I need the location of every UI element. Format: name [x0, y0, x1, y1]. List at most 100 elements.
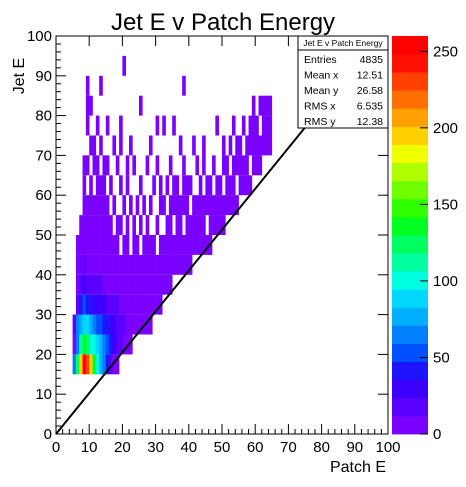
heatmap-cell	[192, 235, 196, 255]
heatmap-cell	[99, 195, 103, 215]
heatmap-cell	[93, 335, 97, 355]
heatmap-cell	[139, 215, 143, 235]
heatmap-cell	[99, 335, 103, 355]
heatmap-cell	[132, 255, 136, 275]
heatmap-cell	[172, 255, 176, 275]
heatmap-cell	[129, 315, 133, 335]
chart-title: Jet E v Patch Energy	[111, 9, 335, 36]
heatmap-cell	[122, 295, 126, 315]
heatmap-cell	[142, 295, 146, 315]
heatmap-cell	[162, 255, 166, 275]
heatmap-cell	[229, 136, 233, 156]
heatmap-cell	[112, 255, 116, 275]
heatmap-cell	[93, 155, 97, 175]
heatmap-cell	[109, 275, 113, 295]
heatmap-cell	[239, 175, 243, 195]
heatmap-cell	[232, 175, 236, 195]
color-scale-segment	[392, 380, 428, 398]
heatmap-cell	[122, 275, 126, 295]
heatmap-cell	[195, 215, 199, 235]
heatmap-cell	[106, 215, 110, 235]
heatmap-cell	[166, 255, 170, 275]
heatmap-cell	[106, 335, 110, 355]
heatmap-cell	[102, 235, 106, 255]
heatmap-cell	[122, 315, 126, 335]
color-scale-segment	[392, 362, 428, 380]
heatmap-cell	[132, 295, 136, 315]
heatmap-cell	[99, 275, 103, 295]
color-scale-segment	[392, 54, 428, 72]
heatmap-cell	[169, 215, 173, 235]
heatmap-cell	[76, 335, 80, 355]
heatmap-cell	[89, 175, 93, 195]
heatmap-cell	[215, 175, 219, 195]
color-scale-segment	[392, 307, 428, 325]
heatmap-cell	[112, 235, 116, 255]
heatmap-cell	[112, 335, 116, 355]
heatmap-cell	[182, 195, 186, 215]
color-scale-segment	[392, 253, 428, 271]
heatmap-cell	[215, 215, 219, 235]
color-scale-segment	[392, 126, 428, 144]
heatmap-cell	[199, 235, 203, 255]
heatmap-cell	[265, 136, 269, 156]
heatmap-cell	[76, 235, 80, 255]
heatmap-cell	[239, 136, 243, 156]
heatmap-cell	[149, 255, 153, 275]
x-axis-label: Patch E	[330, 459, 386, 476]
heatmap-cell	[89, 195, 93, 215]
heatmap-cell	[195, 155, 199, 175]
heatmap-cell	[76, 315, 80, 335]
heatmap-cell	[132, 235, 136, 255]
heatmap-cell	[229, 195, 233, 215]
heatmap-cell	[119, 295, 123, 315]
heatmap-cell	[112, 136, 116, 156]
heatmap-cell	[149, 295, 153, 315]
heatmap-cell	[209, 195, 213, 215]
heatmap-cell	[235, 155, 239, 175]
heatmap-cell	[185, 195, 189, 215]
heatmap-cell	[99, 315, 103, 335]
heatmap-cell	[225, 175, 229, 195]
heatmap-cell	[116, 215, 120, 235]
heatmap-cell	[146, 215, 150, 235]
stats-row-value: 4835	[360, 54, 384, 66]
heatmap-cell	[83, 295, 87, 315]
heatmap-cell	[96, 315, 100, 335]
heatmap-cell	[185, 235, 189, 255]
heatmap-cell	[99, 175, 103, 195]
heatmap-cell	[212, 215, 216, 235]
heatmap-cell	[222, 155, 226, 175]
heatmap-cell	[229, 175, 233, 195]
heatmap-cell	[106, 155, 110, 175]
x-tick-label: 30	[147, 439, 164, 456]
heatmap-cell	[139, 175, 143, 195]
heatmap-cell	[225, 155, 229, 175]
heatmap-cell	[209, 215, 213, 235]
color-scale-segment	[392, 235, 428, 253]
heatmap-cell	[149, 275, 153, 295]
y-tick-label: 20	[35, 346, 52, 363]
heatmap-cell	[132, 215, 136, 235]
heatmap-cell	[86, 116, 90, 136]
heatmap-cell	[136, 295, 140, 315]
stats-row-label: Mean x	[304, 70, 339, 82]
stats-row-label: Entries	[304, 54, 337, 66]
heatmap-cell	[86, 335, 90, 355]
heatmap-cell	[172, 235, 176, 255]
heatmap-cell	[76, 275, 80, 295]
heatmap-cell	[185, 175, 189, 195]
heatmap-cell	[156, 215, 160, 235]
heatmap-cell	[79, 335, 83, 355]
heatmap-cell	[112, 315, 116, 335]
heatmap-cell	[176, 235, 180, 255]
heatmap-cell	[89, 235, 93, 255]
heatmap-cell	[86, 255, 90, 275]
heatmap-cell	[89, 354, 93, 374]
heatmap-cell	[136, 255, 140, 275]
heatmap-cell	[199, 175, 203, 195]
heatmap-cell	[102, 175, 106, 195]
heatmap-cell	[162, 275, 166, 295]
heatmap-cell	[79, 235, 83, 255]
heatmap-cell	[166, 235, 170, 255]
